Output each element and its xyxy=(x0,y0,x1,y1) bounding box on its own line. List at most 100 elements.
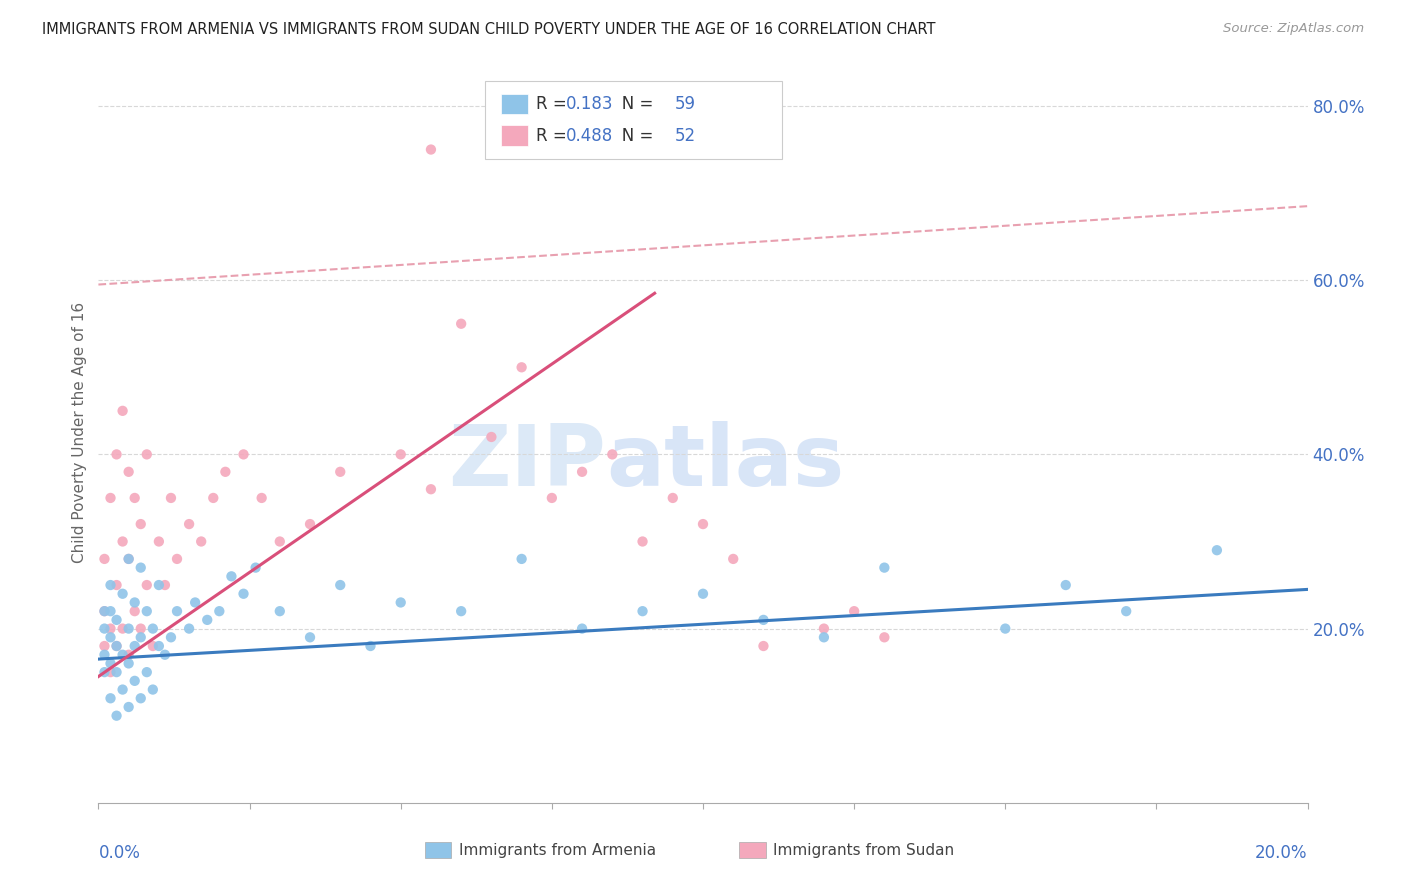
Point xyxy=(450,317,472,331)
Bar xyxy=(740,842,766,858)
Bar xyxy=(425,842,451,858)
Point xyxy=(105,708,128,723)
Point xyxy=(111,648,134,662)
Point xyxy=(299,517,322,532)
Point xyxy=(571,622,593,636)
Point xyxy=(510,552,533,566)
Point xyxy=(129,691,152,706)
Bar xyxy=(501,126,527,146)
Text: Source: ZipAtlas.com: Source: ZipAtlas.com xyxy=(1223,22,1364,36)
Point xyxy=(118,700,141,714)
Point xyxy=(118,622,141,636)
Text: 20.0%: 20.0% xyxy=(1256,844,1308,862)
Point xyxy=(153,648,176,662)
Point xyxy=(360,639,382,653)
Point xyxy=(105,639,128,653)
Point xyxy=(1206,543,1229,558)
Point xyxy=(93,648,115,662)
Text: IMMIGRANTS FROM ARMENIA VS IMMIGRANTS FROM SUDAN CHILD POVERTY UNDER THE AGE OF : IMMIGRANTS FROM ARMENIA VS IMMIGRANTS FR… xyxy=(42,22,935,37)
Text: 0.183: 0.183 xyxy=(567,95,614,113)
FancyBboxPatch shape xyxy=(485,81,782,159)
Point xyxy=(129,560,152,574)
Point xyxy=(184,595,207,609)
Point xyxy=(232,447,254,461)
Y-axis label: Child Poverty Under the Age of 16: Child Poverty Under the Age of 16 xyxy=(72,302,87,563)
Point xyxy=(93,639,115,653)
Point xyxy=(100,578,122,592)
Point xyxy=(93,604,115,618)
Point xyxy=(602,447,624,461)
Point xyxy=(245,560,267,574)
Text: 59: 59 xyxy=(675,95,696,113)
Text: Immigrants from Sudan: Immigrants from Sudan xyxy=(773,843,955,858)
Point xyxy=(124,673,146,688)
Point xyxy=(631,534,654,549)
Point xyxy=(692,517,714,532)
Point xyxy=(105,665,128,680)
Point xyxy=(873,560,896,574)
Point xyxy=(148,639,170,653)
Point xyxy=(118,657,141,671)
Point xyxy=(190,534,212,549)
Point xyxy=(1115,604,1137,618)
Point xyxy=(135,604,157,618)
Point xyxy=(142,639,165,653)
Point xyxy=(105,639,128,653)
Point xyxy=(202,491,225,505)
Point xyxy=(195,613,218,627)
Text: R =: R = xyxy=(536,127,578,145)
Text: ZIP: ZIP xyxy=(449,421,606,504)
Point xyxy=(166,604,188,618)
Point xyxy=(124,491,146,505)
Point xyxy=(93,552,115,566)
Point xyxy=(111,682,134,697)
Point xyxy=(153,578,176,592)
Point xyxy=(329,578,352,592)
Point xyxy=(160,630,183,644)
Point xyxy=(100,622,122,636)
Point xyxy=(631,604,654,618)
Point xyxy=(100,665,122,680)
Point xyxy=(124,595,146,609)
Point xyxy=(723,552,745,566)
Point xyxy=(142,622,165,636)
Point xyxy=(994,622,1017,636)
Point xyxy=(844,604,866,618)
Point xyxy=(105,447,128,461)
Point xyxy=(100,604,122,618)
Point xyxy=(420,143,443,157)
Point xyxy=(208,604,231,618)
Point xyxy=(752,639,775,653)
Point xyxy=(179,517,201,532)
Point xyxy=(166,552,188,566)
Point xyxy=(269,534,291,549)
Point xyxy=(692,587,714,601)
Point xyxy=(420,482,443,496)
Point xyxy=(142,682,165,697)
Point xyxy=(1054,578,1077,592)
Point xyxy=(571,465,593,479)
Point xyxy=(100,630,122,644)
Point xyxy=(111,534,134,549)
Point xyxy=(148,534,170,549)
Point xyxy=(105,613,128,627)
Text: 0.0%: 0.0% xyxy=(98,844,141,862)
Point xyxy=(105,578,128,592)
Point xyxy=(129,630,152,644)
Text: N =: N = xyxy=(606,95,659,113)
Point xyxy=(93,604,115,618)
Bar xyxy=(501,94,527,114)
Text: 52: 52 xyxy=(675,127,696,145)
Point xyxy=(93,665,115,680)
Point xyxy=(481,430,503,444)
Point xyxy=(269,604,291,618)
Point xyxy=(661,491,683,505)
Point xyxy=(160,491,183,505)
Point xyxy=(118,552,141,566)
Point xyxy=(129,622,152,636)
Point xyxy=(510,360,533,375)
Text: Immigrants from Armenia: Immigrants from Armenia xyxy=(458,843,655,858)
Text: R =: R = xyxy=(536,95,578,113)
Point xyxy=(450,604,472,618)
Text: N =: N = xyxy=(606,127,659,145)
